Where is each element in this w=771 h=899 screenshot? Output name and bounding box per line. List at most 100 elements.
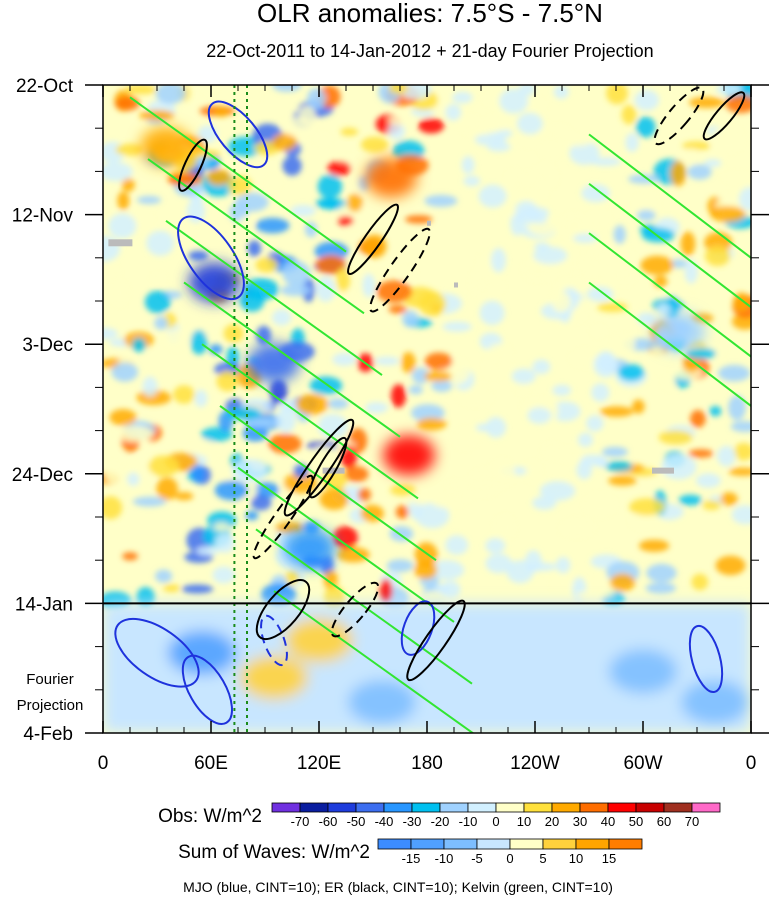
anomaly-cell: [463, 175, 481, 187]
y-tick-label: 4-Feb: [23, 724, 73, 745]
anomaly-cell: [716, 85, 742, 96]
anomaly-cell: [296, 393, 329, 415]
anomaly-cell: [695, 473, 721, 488]
kelvin-contour: [183, 281, 401, 438]
anomaly-cell: [336, 267, 351, 292]
anomaly-cell: [252, 482, 280, 498]
anomaly-cell: [612, 335, 636, 353]
anomaly-cell: [738, 187, 751, 211]
anomaly-cell: [613, 225, 626, 244]
mjo-contour: [114, 617, 200, 688]
anomaly-cell: [720, 492, 738, 506]
feature-atlantic-convection: [653, 311, 705, 352]
anomaly-cell: [165, 329, 190, 349]
missing-data: [454, 282, 458, 288]
anomaly-cell: [315, 134, 332, 144]
anomaly-cell: [461, 156, 475, 174]
anomaly-cell: [424, 371, 452, 382]
anomaly-cell: [485, 553, 513, 574]
anomaly-cell: [275, 408, 296, 433]
anomaly-cell: [474, 277, 504, 296]
anomaly-cell: [336, 547, 370, 563]
er-contour: [330, 581, 380, 638]
anomaly-cell: [290, 204, 317, 217]
colorbar-swatch: [575, 838, 610, 850]
anomaly-cell: [388, 85, 408, 94]
feature-dry-anomaly: [365, 157, 417, 198]
anomaly-cell: [206, 169, 231, 186]
anomaly-cell: [280, 284, 311, 297]
anomaly-cell: [618, 364, 645, 382]
anomaly-cell: [494, 515, 515, 540]
anomaly-cell: [459, 115, 480, 134]
colorbar-tick-label: -15: [402, 851, 421, 866]
anomaly-cell: [360, 136, 389, 153]
anomaly-cell: [103, 266, 119, 277]
anomaly-cell: [155, 85, 186, 104]
anomaly-cell: [216, 370, 239, 392]
anomaly-cell: [505, 170, 524, 195]
anomaly-cell: [485, 416, 507, 438]
kelvin-contour: [273, 590, 475, 733]
anomaly-cell: [733, 442, 751, 461]
colorbar-swatch: [542, 838, 577, 850]
anomaly-cell: [635, 116, 656, 138]
colorbar-tick-label: 50: [629, 814, 643, 829]
kelvin-contour: [588, 182, 751, 308]
anomaly-cell: [539, 481, 576, 501]
anomaly-cell: [534, 242, 550, 252]
anomaly-cell: [608, 475, 637, 486]
anomaly-cell: [485, 538, 506, 554]
axes: 0 60E 120E 180 120W 60W 0 22-Oct 12-Nov 3-Dec 24-D…: [12, 76, 769, 774]
anomaly-cell: [231, 459, 268, 483]
x-tick-label: 120W: [510, 753, 560, 774]
anomaly-cell: [445, 535, 469, 555]
mjo-contour: [207, 100, 269, 169]
anomaly-cell: [634, 89, 660, 111]
y-tick-label: 22-Oct: [16, 76, 74, 97]
anomaly-cell: [117, 426, 154, 442]
anomaly-cell: [586, 286, 614, 302]
feature-layer: [140, 126, 705, 568]
anomaly-cell: [416, 417, 447, 431]
anomaly-cell: [156, 477, 178, 501]
feature-mjo-enhanced-core: [188, 262, 241, 303]
wave-contours: [114, 86, 751, 733]
anomaly-cell: [511, 368, 536, 384]
anomaly-cell: [111, 362, 139, 382]
colorbar-tick-label: -10: [435, 851, 454, 866]
anomaly-cell: [682, 141, 711, 151]
anomaly-cell: [579, 454, 608, 466]
anomaly-cell: [256, 325, 272, 346]
colorbar-tick-label: -50: [347, 814, 366, 829]
chart-subtitle: 22-Oct-2011 to 14-Jan-2012 + 21-day Four…: [206, 41, 653, 61]
colorbar-tick-label: 0: [492, 814, 499, 829]
anomaly-cell: [577, 432, 594, 447]
anomaly-cell: [636, 209, 656, 221]
anomaly-cell: [688, 449, 714, 458]
anomaly-cell: [641, 227, 675, 243]
anomaly-cell: [411, 367, 430, 384]
anomaly-cell: [483, 116, 517, 131]
mjo-contour: [181, 654, 233, 725]
anomaly-cell: [196, 546, 220, 556]
anomaly-cell: [629, 511, 664, 529]
kelvin-contour: [147, 158, 365, 315]
anomaly-cell: [214, 480, 249, 501]
anomaly-cell: [268, 176, 281, 188]
projection-anomaly: [168, 630, 236, 675]
anomaly-cell: [243, 85, 262, 100]
anomaly-cell: [625, 133, 639, 152]
anomaly-cell: [527, 407, 552, 424]
anomaly-cell: [715, 555, 746, 576]
x-tick-label: 60E: [194, 753, 228, 774]
anomaly-cell: [269, 378, 288, 404]
anomaly-cell: [561, 214, 585, 240]
anomaly-cell: [553, 85, 569, 99]
anomaly-cell: [723, 173, 751, 183]
anomaly-cell: [408, 490, 432, 505]
projection-anomaly: [240, 655, 308, 700]
anomaly-cell: [484, 93, 500, 106]
anomaly-cell: [704, 245, 731, 267]
anomaly-cell: [408, 385, 423, 395]
